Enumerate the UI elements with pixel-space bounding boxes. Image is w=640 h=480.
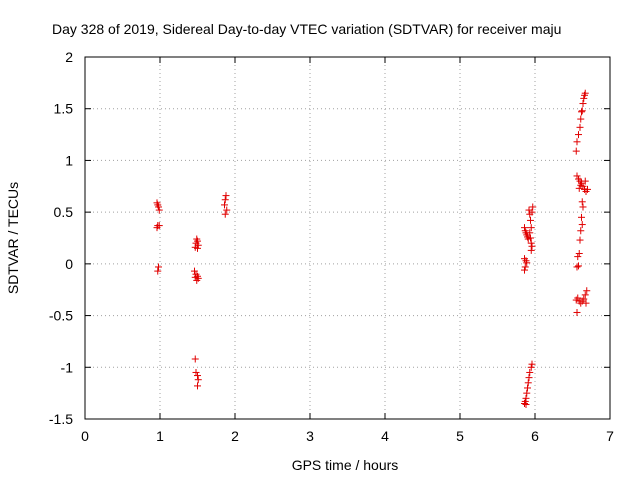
data-point <box>583 287 591 295</box>
x-axis-title: GPS time / hours <box>292 457 399 473</box>
data-point <box>526 368 534 376</box>
data-points <box>153 89 591 409</box>
data-point <box>573 172 581 180</box>
data-point <box>524 384 531 392</box>
data-point <box>581 89 589 97</box>
x-tick-label: 1 <box>156 428 164 444</box>
data-point <box>580 94 588 102</box>
data-point <box>194 244 201 252</box>
data-point <box>575 250 583 258</box>
data-point <box>575 184 583 192</box>
data-point <box>221 201 228 209</box>
chart-title: Day 328 of 2019, Sidereal Day-to-day VTE… <box>52 21 561 37</box>
data-point <box>528 208 536 216</box>
y-tick-label: 1 <box>65 152 73 168</box>
data-point <box>222 192 230 200</box>
data-point <box>521 224 528 232</box>
data-point <box>575 262 582 270</box>
data-point <box>155 222 163 230</box>
x-tick-label: 5 <box>456 428 464 444</box>
data-point <box>522 401 530 409</box>
data-point <box>223 206 231 214</box>
data-point <box>573 138 581 146</box>
data-point <box>529 203 537 211</box>
data-point <box>578 213 585 221</box>
data-point <box>581 291 589 299</box>
data-point <box>527 246 535 254</box>
data-point <box>582 299 590 307</box>
y-tick-labels: -1.5 -1 -0.5 0 0.5 1 1.5 2 <box>49 49 73 427</box>
data-point <box>584 185 591 193</box>
data-point <box>191 267 198 275</box>
data-point <box>191 273 199 281</box>
data-point <box>521 263 529 271</box>
x-tick-label: 3 <box>306 428 314 444</box>
data-point <box>581 177 589 185</box>
data-point <box>573 263 581 271</box>
data-point <box>523 389 531 397</box>
data-point <box>193 276 201 284</box>
x-tick-labels: 0 1 2 3 4 5 6 7 <box>81 428 614 444</box>
data-point <box>527 216 534 224</box>
data-point <box>528 242 536 250</box>
data-point <box>527 224 535 232</box>
data-point <box>576 123 584 131</box>
x-tick-label: 7 <box>606 428 614 444</box>
data-point <box>524 379 532 387</box>
y-tick-label: -0.5 <box>49 308 73 324</box>
data-point <box>523 259 531 267</box>
data-point <box>155 263 162 271</box>
grid <box>85 57 610 419</box>
data-point <box>575 131 582 139</box>
data-point <box>577 115 585 123</box>
data-point <box>191 355 199 363</box>
plot-frame <box>84 56 611 420</box>
data-point <box>526 229 534 237</box>
data-point <box>577 181 585 189</box>
data-point <box>576 236 584 244</box>
x-tick-label: 2 <box>231 428 239 444</box>
data-point <box>572 147 580 155</box>
y-tick-label: 1.5 <box>54 101 74 117</box>
data-point <box>525 374 533 382</box>
data-point <box>574 294 582 302</box>
data-point <box>521 266 528 274</box>
data-point <box>579 203 587 211</box>
data-point <box>573 308 581 316</box>
data-point <box>154 267 162 275</box>
data-point <box>574 253 582 261</box>
data-point <box>194 382 201 390</box>
data-point <box>221 196 229 204</box>
data-point <box>579 100 587 108</box>
y-tick-label: 0 <box>65 256 73 272</box>
data-point <box>522 394 530 402</box>
x-tick-label: 4 <box>381 428 389 444</box>
x-tick-label: 0 <box>81 428 89 444</box>
data-point <box>578 198 586 206</box>
data-point <box>527 234 534 242</box>
data-point <box>521 397 529 405</box>
data-point <box>155 206 163 214</box>
data-point <box>192 368 200 376</box>
data-point <box>155 203 162 211</box>
y-axis-title: SDTVAR / TECUs <box>5 182 21 294</box>
data-point <box>580 295 588 303</box>
y-tick-label: -1.5 <box>49 411 73 427</box>
data-point <box>194 372 201 380</box>
y-tick-label: 0.5 <box>54 204 74 220</box>
data-point <box>578 108 585 116</box>
y-tick-label: -1 <box>61 359 74 375</box>
data-point <box>577 227 585 235</box>
data-point <box>578 221 586 229</box>
data-point <box>578 107 586 115</box>
axis-ticks <box>84 56 611 420</box>
data-point <box>194 376 202 384</box>
data-point <box>527 363 535 371</box>
data-point <box>221 210 229 218</box>
data-point <box>527 239 535 247</box>
data-point <box>528 360 536 368</box>
y-tick-label: 2 <box>65 49 73 65</box>
x-tick-label: 6 <box>531 428 539 444</box>
